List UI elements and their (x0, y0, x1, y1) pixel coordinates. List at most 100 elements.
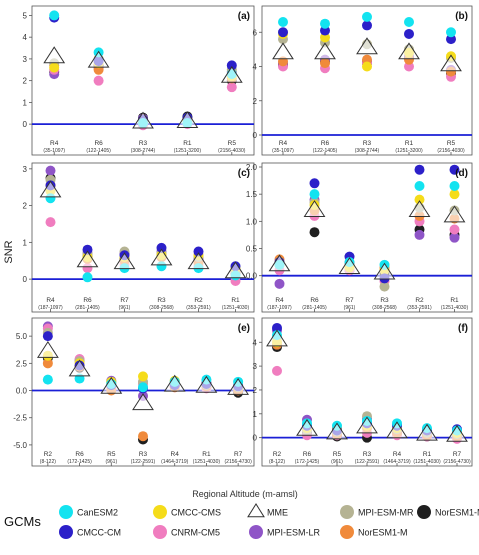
data-point-mme (100, 376, 123, 394)
x-tick-range: (308-2568) (372, 305, 397, 311)
series-mme (272, 37, 462, 72)
panel-c: 0 1 2 3 R4(187-1097) R6(281-1405) R7(961) R3(30… (23, 162, 255, 313)
x-tick-range: (2156-4030) (437, 148, 465, 154)
data-point-mme (76, 250, 99, 268)
series-mme (43, 46, 243, 129)
legend-item-mpi-esm-mr: MPI-ESM-MR (340, 505, 414, 519)
x-tick-range: (308-2568) (149, 305, 174, 311)
y-tick-label: 1 (23, 98, 28, 107)
data-point-mme (446, 424, 468, 442)
y-tick-label: 0 (23, 275, 28, 284)
x-tick-label: R6 (321, 140, 330, 147)
x-tick-range: (187-1097) (267, 305, 292, 311)
x-tick-label: R5 (447, 140, 456, 147)
data-point-mme (440, 54, 462, 72)
data-point-cmcc-cms (362, 61, 372, 72)
x-tick-label: R6 (310, 297, 319, 304)
x-tick-label: R1 (202, 451, 211, 458)
x-tick-label: R6 (83, 297, 92, 304)
series-mme (266, 329, 468, 442)
legend-label: MPI-ESM-MR (358, 508, 414, 518)
data-point-mme (373, 262, 396, 280)
panel-label: (e) (238, 323, 250, 334)
y-tick-label: 0 (23, 120, 28, 129)
data-point-mme (314, 42, 336, 60)
x-tick-range: (1251-4030) (222, 305, 250, 311)
legend-label: CMCC-CM (77, 528, 121, 538)
x-tick-label: R2 (273, 451, 282, 458)
data-point-cnrm-cm5 (449, 224, 460, 235)
y-axis-label: SNR (3, 240, 15, 263)
x-tick-range: (1464-3719) (161, 459, 189, 465)
data-point-mme (195, 375, 218, 393)
data-point-canesm2 (82, 272, 93, 283)
x-tick-label: R4 (46, 297, 55, 304)
data-point-cmcc-cms (320, 32, 330, 43)
x-tick-label: R3 (380, 297, 389, 304)
data-point-cmcc-cm (193, 246, 204, 257)
x-tick-label: R1 (423, 451, 432, 458)
data-point-cmcc-cm (362, 20, 372, 31)
y-tick-label: 0.5 (246, 245, 258, 254)
data-point-mme (303, 200, 326, 217)
data-point-noresm1-m (362, 54, 372, 65)
data-point-cmcc-cm (449, 164, 460, 175)
panel-border (261, 5, 473, 156)
panel-border (31, 5, 255, 156)
x-tick-range: (1251-4030) (193, 459, 221, 465)
x-tick-label: R3 (157, 297, 166, 304)
data-point-noresm1-m (42, 358, 53, 369)
data-point-cmcc-cms (138, 371, 148, 382)
series-cmcc-cm (278, 20, 456, 45)
legend-item-cmcc-cms: CMCC-CMS (153, 505, 221, 519)
panel-e: -5.0 -2.5 0.0 2.5 5.0 R2(8-122) R6(172-1425) R5… (13, 317, 255, 467)
y-tick-label: 3 (253, 362, 258, 371)
data-point-cmcc-cm (278, 27, 288, 38)
legend-label: CNRM-CM5 (171, 528, 220, 538)
y-tick-label: 1.0 (246, 217, 258, 226)
data-point-mme (398, 42, 420, 60)
y-tick-label: 5.0 (16, 332, 28, 341)
y-tick-label: 5 (23, 11, 28, 20)
x-tick-label: R3 (363, 451, 372, 458)
data-point-cnrm-cm5 (404, 61, 414, 72)
panel-d: 0.0 0.5 1.0 1.5 2.0 R4(187-1097) R6(281-1405) R… (246, 162, 473, 313)
y-tick-label: 1 (23, 238, 28, 247)
x-tick-range: (1251-4030) (413, 459, 441, 465)
x-tick-range: (281-1405) (75, 305, 100, 311)
x-tick-label: R2 (415, 297, 424, 304)
x-tick-label: R6 (75, 451, 84, 458)
panel-label: (c) (238, 168, 250, 179)
legend-label: MPI-ESM-LR (267, 528, 321, 538)
data-point-cmcc-cm (226, 60, 237, 71)
y-tick-label: 2.5 (16, 359, 28, 368)
data-point-cmcc-cms (449, 189, 460, 200)
data-point-mme (338, 257, 361, 274)
y-tick-label: 1 (253, 410, 258, 419)
x-tick-label: R6 (303, 451, 312, 458)
panel-f: 0 1 2 3 4 R2(8-122) R6(172-1425) R5(961) R3(122-… (253, 317, 473, 467)
legend-marker (59, 525, 73, 539)
x-tick-label: R3 (139, 140, 148, 147)
y-tick-label: 2 (253, 97, 258, 106)
data-point-noresm1-m (138, 431, 148, 442)
x-tick-range: (961) (344, 305, 356, 311)
data-point-mme (408, 200, 431, 217)
x-tick-label: R4 (50, 140, 59, 147)
legend: CanESM2 CMCC-CMS MME MPI-ESM-MR NorESM1-ME CM… (59, 503, 479, 539)
legend-marker (153, 505, 167, 519)
x-tick-label: R2 (44, 451, 53, 458)
x-tick-range: (2156-4730) (443, 459, 471, 465)
legend-marker (153, 525, 167, 539)
data-point-canesm2 (42, 374, 53, 385)
data-point-noresm1-m (320, 58, 330, 69)
x-tick-range: (35-1097) (272, 148, 294, 154)
data-point-canesm2 (404, 16, 414, 27)
y-tick-label: 6 (253, 28, 258, 37)
y-tick-label: 4 (253, 338, 258, 347)
data-point-mme (356, 416, 378, 434)
x-tick-label: R7 (120, 297, 129, 304)
legend-marker (340, 505, 354, 519)
data-point-mme (163, 374, 186, 392)
data-point-mme (227, 377, 250, 395)
